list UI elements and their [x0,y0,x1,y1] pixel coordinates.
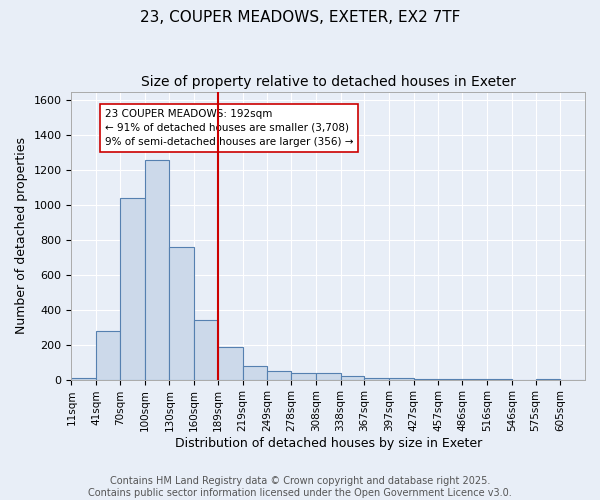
Bar [341,376,364,380]
Bar [439,378,463,380]
Bar [389,378,414,380]
Bar [218,348,242,380]
Bar [71,378,96,380]
Bar [267,371,291,380]
Bar [145,160,169,380]
Y-axis label: Number of detached properties: Number of detached properties [15,137,28,334]
Bar [120,198,145,380]
X-axis label: Distribution of detached houses by size in Exeter: Distribution of detached houses by size … [175,437,482,450]
Bar [96,330,120,380]
Text: 23, COUPER MEADOWS, EXETER, EX2 7TF: 23, COUPER MEADOWS, EXETER, EX2 7TF [140,10,460,25]
Bar [291,373,316,380]
Bar [364,378,389,380]
Bar [194,320,218,380]
Bar [242,366,267,380]
Text: 23 COUPER MEADOWS: 192sqm
← 91% of detached houses are smaller (3,708)
9% of sem: 23 COUPER MEADOWS: 192sqm ← 91% of detac… [105,109,353,147]
Title: Size of property relative to detached houses in Exeter: Size of property relative to detached ho… [141,75,515,89]
Bar [316,374,341,380]
Bar [169,247,194,380]
Text: Contains HM Land Registry data © Crown copyright and database right 2025.
Contai: Contains HM Land Registry data © Crown c… [88,476,512,498]
